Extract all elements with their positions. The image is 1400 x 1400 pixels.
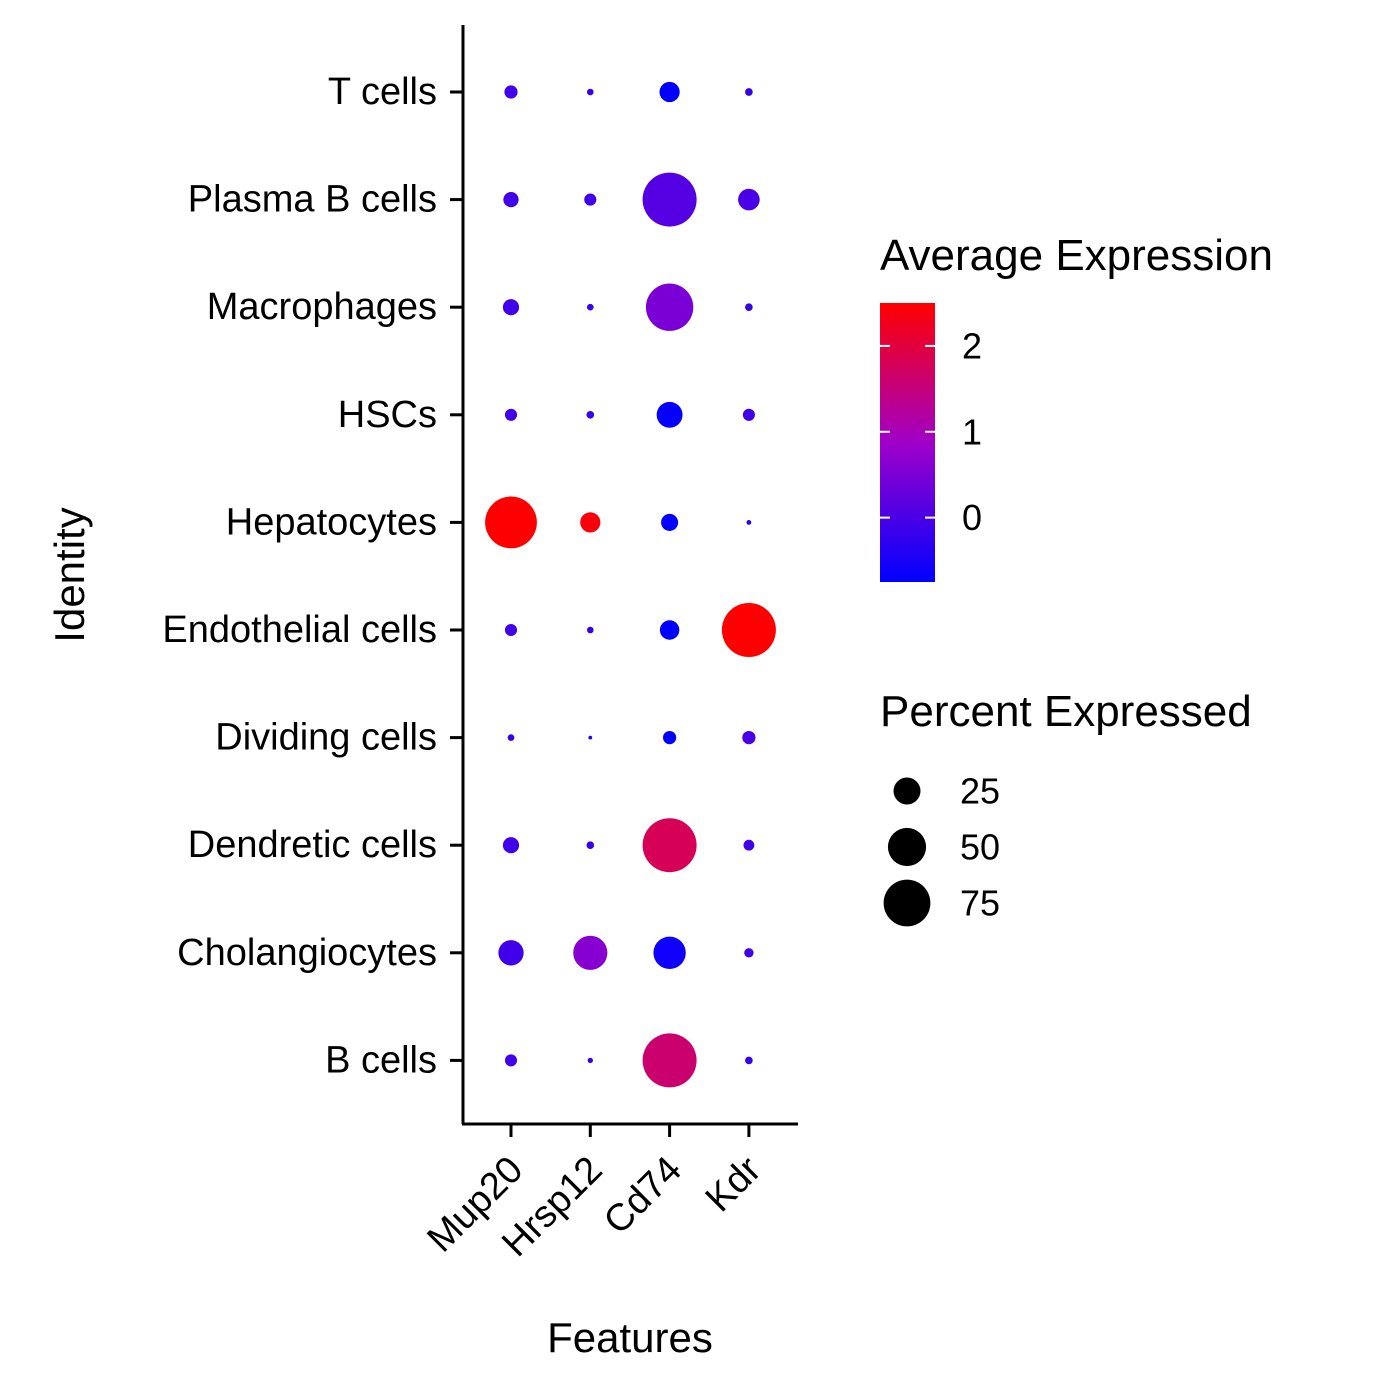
x-axis-title: Features bbox=[547, 1314, 713, 1361]
size-key-dot bbox=[883, 879, 931, 927]
y-tick-label-cholangiocytes: Cholangiocytes bbox=[177, 932, 437, 974]
y-tick-label-plasma-b-cells: Plasma B cells bbox=[188, 179, 437, 221]
size-key-dot bbox=[893, 777, 921, 805]
size-key-label: 75 bbox=[960, 883, 1000, 924]
size-key-label: 25 bbox=[960, 771, 1000, 812]
dot-dendretic-cells-hrsp12 bbox=[586, 841, 595, 850]
y-tick-label-macrophages: Macrophages bbox=[207, 286, 437, 328]
size-key-label: 50 bbox=[960, 827, 1000, 868]
dot-hepatocytes-mup20 bbox=[485, 496, 537, 549]
colorbar-tick-label: 0 bbox=[962, 497, 982, 538]
size-legend-title: Percent Expressed bbox=[880, 687, 1252, 736]
dot-macrophages-kdr bbox=[745, 303, 753, 312]
dot-hscs-hrsp12 bbox=[586, 410, 595, 419]
dot-cholangiocytes-hrsp12 bbox=[573, 935, 608, 970]
dot-cholangiocytes-kdr bbox=[744, 948, 754, 958]
dot-macrophages-hrsp12 bbox=[586, 303, 594, 311]
dot-plasma-b-cells-kdr bbox=[738, 188, 760, 211]
size-key-dot bbox=[887, 827, 927, 867]
dot-plasma-b-cells-hrsp12 bbox=[584, 193, 597, 206]
dot-dendretic-cells-mup20 bbox=[502, 837, 520, 854]
dot-endothelial-cells-hrsp12 bbox=[586, 626, 594, 634]
dot-macrophages-mup20 bbox=[502, 299, 520, 316]
x-tick-label-cd74: Cd74 bbox=[596, 1149, 690, 1243]
dot-dividing-cells-mup20 bbox=[507, 734, 515, 741]
y-tick-label-dividing-cells: Dividing cells bbox=[215, 717, 437, 759]
dot-endothelial-cells-kdr bbox=[721, 603, 776, 657]
y-tick-label-t-cells: T cells bbox=[328, 71, 437, 113]
dot-dendretic-cells-cd74 bbox=[642, 818, 697, 873]
dot-b-cells-hrsp12 bbox=[587, 1057, 593, 1064]
dot-dendretic-cells-kdr bbox=[743, 839, 755, 851]
dot-b-cells-mup20 bbox=[504, 1054, 518, 1067]
dot-dividing-cells-hrsp12 bbox=[588, 735, 593, 740]
color-legend: Average Expression 2 1 0 bbox=[880, 231, 1273, 582]
dot-hepatocytes-kdr bbox=[746, 519, 752, 525]
dot-dividing-cells-kdr bbox=[742, 730, 756, 745]
dot-cholangiocytes-mup20 bbox=[498, 940, 524, 966]
dot-hscs-mup20 bbox=[504, 408, 518, 421]
y-tick-label-b-cells: B cells bbox=[325, 1039, 437, 1081]
dot-t-cells-cd74 bbox=[659, 81, 680, 103]
dot-hscs-kdr bbox=[742, 408, 755, 421]
y-axis-ticks: T cells Plasma B cells Macrophages HSCs Hepa… bbox=[162, 71, 463, 1081]
dot-t-cells-kdr bbox=[745, 88, 753, 96]
colorbar-ticks: 2 1 0 bbox=[880, 325, 982, 538]
dot-dividing-cells-cd74 bbox=[662, 730, 677, 745]
dot-hepatocytes-cd74 bbox=[661, 513, 679, 531]
size-legend-keys: 25 50 75 bbox=[883, 771, 1000, 927]
x-tick-label-kdr: Kdr bbox=[698, 1148, 770, 1220]
colorbar bbox=[880, 303, 935, 582]
colorbar-tick-label: 2 bbox=[962, 325, 982, 366]
plot-area: T cells Plasma B cells Macrophages HSCs Hepa… bbox=[162, 25, 798, 1265]
dot-macrophages-cd74 bbox=[645, 283, 694, 331]
dot-endothelial-cells-cd74 bbox=[659, 620, 680, 640]
dot-b-cells-cd74 bbox=[642, 1033, 697, 1088]
y-tick-label-hepatocytes: Hepatocytes bbox=[226, 501, 437, 543]
dots-layer bbox=[485, 81, 776, 1088]
dot-plasma-b-cells-mup20 bbox=[503, 191, 519, 208]
y-axis-title: Identity bbox=[46, 507, 93, 642]
color-legend-title: Average Expression bbox=[880, 231, 1273, 280]
y-tick-label-dendretic-cells: Dendretic cells bbox=[188, 824, 437, 866]
dot-t-cells-mup20 bbox=[504, 85, 518, 99]
colorbar-tick-label: 1 bbox=[962, 411, 982, 452]
size-legend: Percent Expressed 25 50 75 bbox=[880, 687, 1252, 927]
dot-t-cells-hrsp12 bbox=[586, 88, 594, 96]
y-tick-label-endothelial-cells: Endothelial cells bbox=[162, 609, 437, 651]
y-tick-label-hscs: HSCs bbox=[338, 394, 437, 436]
dot-b-cells-kdr bbox=[745, 1056, 753, 1065]
dot-plasma-b-cells-cd74 bbox=[642, 172, 697, 227]
dot-hscs-cd74 bbox=[656, 401, 683, 428]
dot-endothelial-cells-mup20 bbox=[504, 623, 518, 637]
dot-cholangiocytes-cd74 bbox=[653, 936, 686, 969]
dot-hepatocytes-hrsp12 bbox=[580, 512, 601, 533]
